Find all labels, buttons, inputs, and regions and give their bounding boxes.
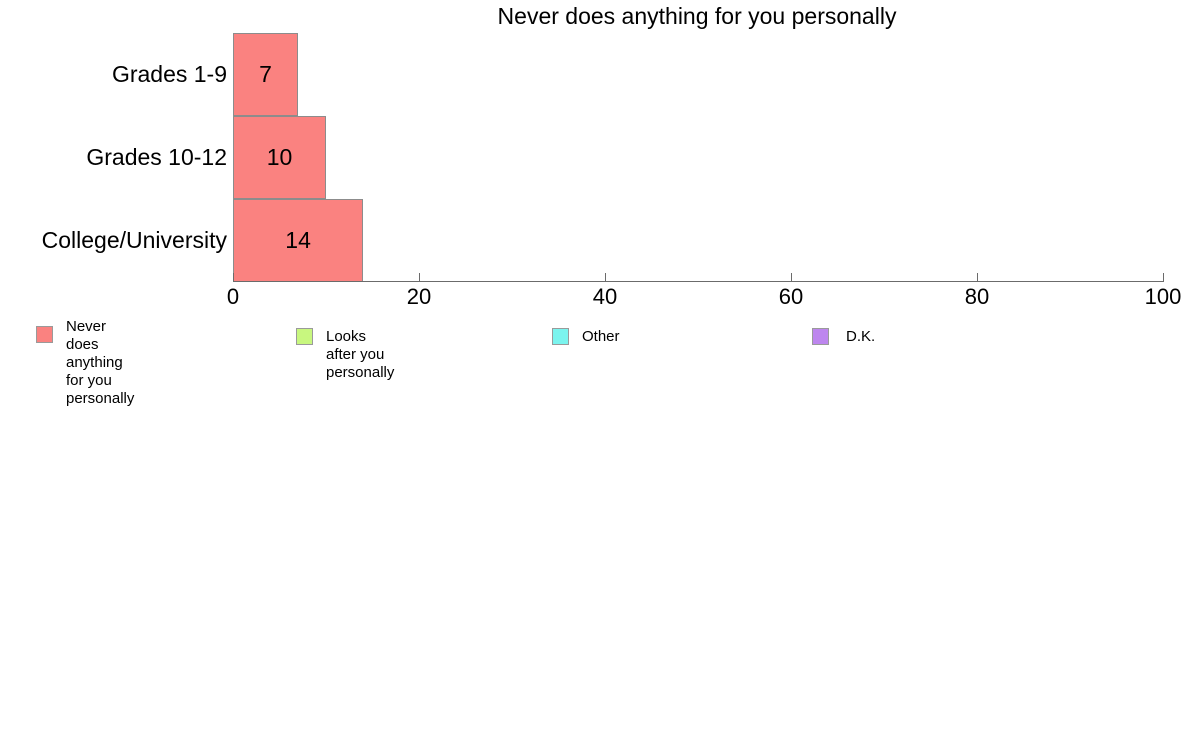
x-tick-mark-3 [791,273,792,282]
legend-label-3: D.K. [846,328,876,345]
legend-label-0: Never does anything for you personally [66,318,135,407]
x-tick-mark-4 [977,273,978,282]
x-tick-label-5: 100 [1144,284,1182,309]
x-tick-label-2: 40 [592,284,618,309]
legend-swatch-dk [812,328,829,345]
y-axis-label-1: Grades 10-12 [86,144,227,170]
y-axis-label-0: Grades 1-9 [111,61,227,87]
x-axis: 0 20 40 60 80 100 [227,273,1181,313]
x-tick-label-3: 60 [778,284,804,309]
x-tick-label-4: 80 [964,284,990,309]
y-axis-category-labels: Grades 1-9 Grades 10-12 College/Universi… [0,33,227,273]
bar-grades-10-12 [233,116,326,199]
x-tick-mark-5 [1163,273,1164,282]
legend-swatch-other [552,328,569,345]
chart-legend: Never does anything for you personally L… [0,318,1188,407]
x-tick-label-0: 0 [226,284,240,309]
x-tick-mark-1 [419,273,420,282]
x-tick-mark-2 [605,273,606,282]
x-tick-label-1: 20 [406,284,432,309]
legend-swatch-never-does-anything [36,326,53,343]
bar-grades-1-9 [233,33,299,116]
y-axis-label-2: College/University [41,227,227,253]
legend-label-2: Other [582,328,620,345]
legend-swatch-looks-after-you [296,328,313,345]
x-tick-mark-0 [233,273,234,282]
chart-title: Never does anything for you personally [497,3,897,29]
legend-label-1: Looks after you personally [326,328,395,381]
plot-area: 7 10 14 [233,33,1163,282]
x-axis-line [233,281,1163,282]
bar-college-university [233,199,364,282]
